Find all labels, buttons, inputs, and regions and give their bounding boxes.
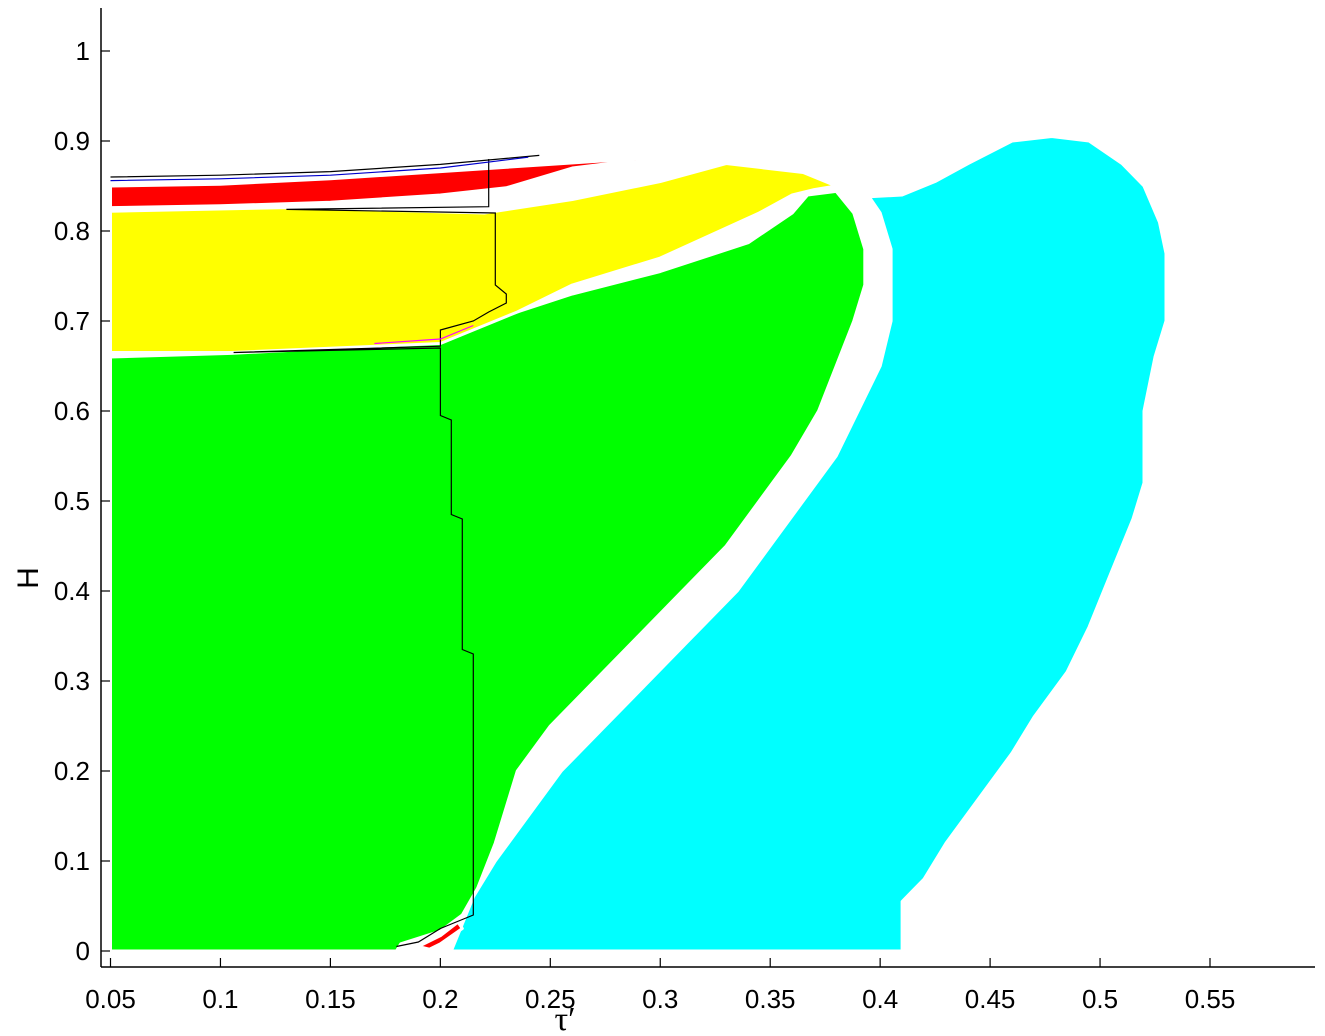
- y-tick-label: 0.3: [54, 666, 90, 696]
- x-tick-label: 0.5: [1082, 984, 1118, 1014]
- region-0: [109, 189, 867, 953]
- boundary-lines: [110, 154, 540, 948]
- x-tick-label: 0.1: [202, 984, 238, 1014]
- x-tick-label: 0.55: [1185, 984, 1236, 1014]
- boundary-line-3: [374, 324, 474, 345]
- y-tick-label: 0.8: [54, 216, 90, 246]
- y-tick-label: 0.9: [54, 126, 90, 156]
- y-tick-label: 1: [76, 36, 90, 66]
- x-ticks: 0.05 0.1 0.15 0.2 0.25 0.3 0.35 0.4 0.45 0.5 0.55: [85, 958, 1235, 1014]
- y-axis-title: H: [12, 567, 45, 589]
- x-tick-label: 0.05: [85, 984, 136, 1014]
- x-tick-label: 0.35: [745, 984, 796, 1014]
- y-ticks: 0 0.1 0.2 0.3 0.4 0.5 0.6 0.7 0.8 0.9 1: [54, 36, 110, 966]
- boundary-line-2: [110, 156, 529, 182]
- boundary-line-0: [233, 159, 507, 948]
- x-tick-label: 0.2: [422, 984, 458, 1014]
- y-tick-label: 0: [76, 936, 90, 966]
- x-tick-label: 0.3: [642, 984, 678, 1014]
- x-tick-label: 0.4: [862, 984, 898, 1014]
- y-tick-label: 0.1: [54, 846, 90, 876]
- region-4: [416, 920, 464, 951]
- region-1: [449, 135, 1168, 953]
- y-tick-label: 0.4: [54, 576, 90, 606]
- phase-regions: [109, 135, 1168, 953]
- x-tick-label: 0.25: [525, 984, 576, 1014]
- x-axis-title: τ′: [554, 1001, 575, 1036]
- x-tick-label: 0.15: [305, 984, 356, 1014]
- y-tick-label: 0.6: [54, 396, 90, 426]
- axes: [100, 8, 1315, 968]
- x-tick-label: 0.45: [965, 984, 1016, 1014]
- boundary-line-1: [110, 154, 540, 178]
- y-tick-label: 0.2: [54, 756, 90, 786]
- y-tick-label: 0.7: [54, 306, 90, 336]
- y-tick-label: 0.5: [54, 486, 90, 516]
- region-3: [109, 155, 662, 210]
